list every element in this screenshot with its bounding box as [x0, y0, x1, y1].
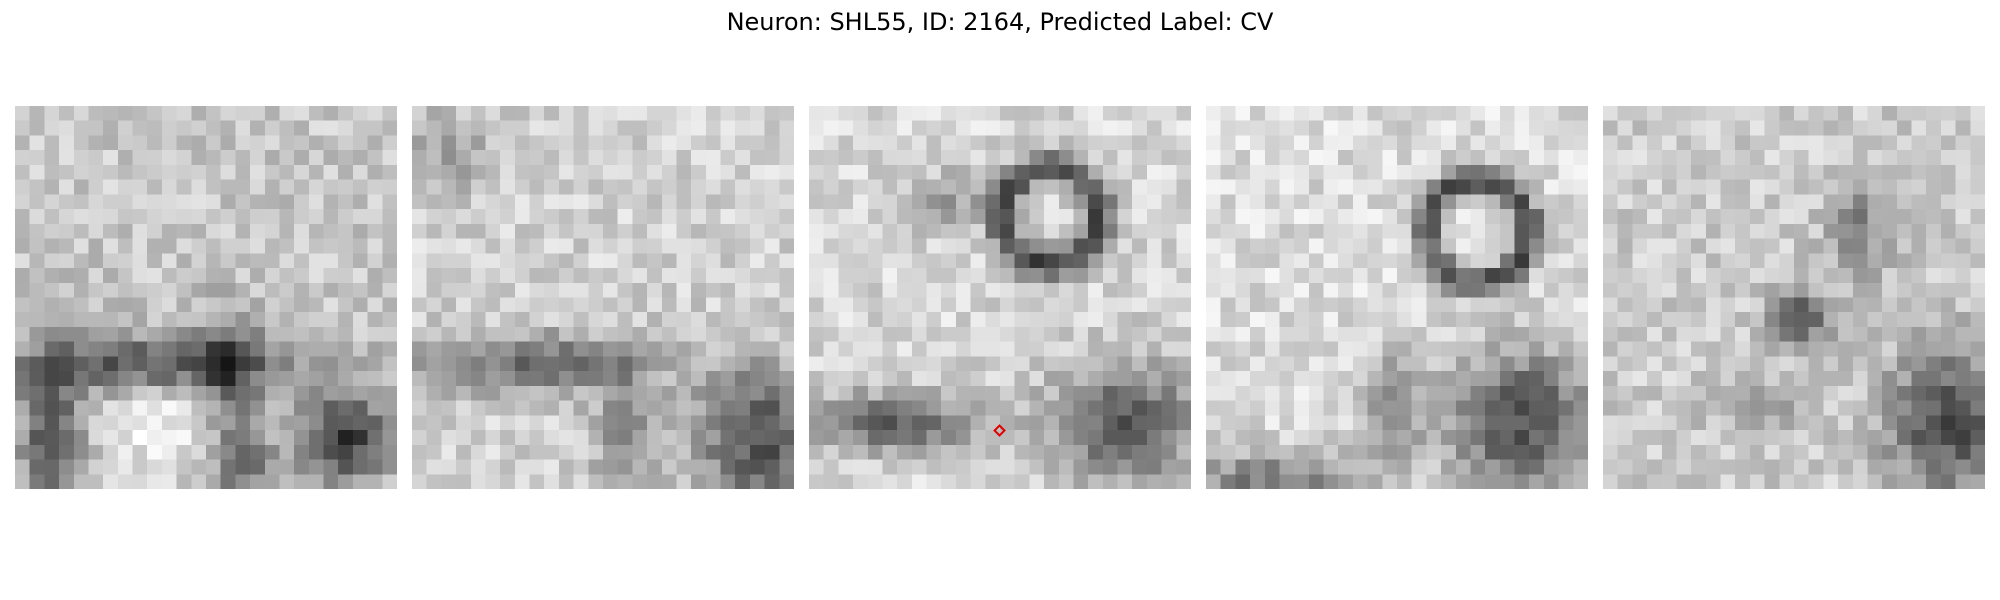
slice-2-canvas [809, 106, 1191, 489]
slice-1-image [412, 106, 794, 489]
slice-0-image [15, 106, 397, 489]
slice-2-image [809, 106, 1191, 489]
figure-title: Neuron: SHL55, ID: 2164, Predicted Label… [726, 8, 1274, 36]
slice-3-image [1206, 106, 1588, 489]
slice-4-canvas [1603, 106, 1985, 489]
slice-4-image [1603, 106, 1985, 489]
slice-3-canvas [1206, 106, 1588, 489]
slice-0-canvas [15, 106, 397, 489]
slice-1-canvas [412, 106, 794, 489]
